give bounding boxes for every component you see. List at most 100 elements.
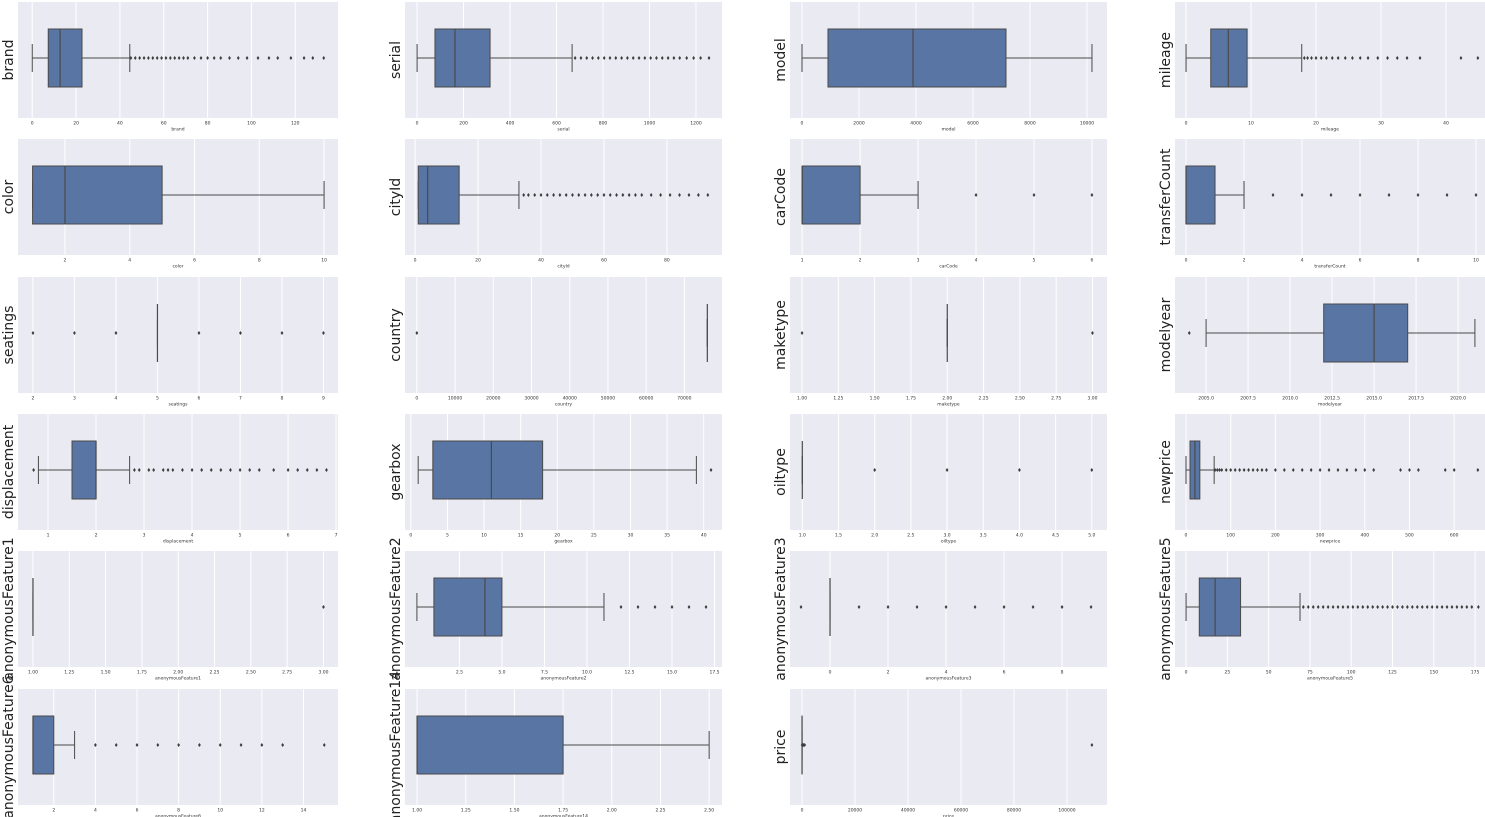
x-axis-label: color [172, 264, 183, 270]
outlier [626, 56, 629, 60]
subplot: 0 100 200 300 400 500 600 newprice newprice [1158, 414, 1485, 545]
box [71, 440, 97, 500]
x-tick-label: 40 [1443, 121, 1449, 127]
outlier [1271, 193, 1275, 197]
outlier [209, 468, 213, 472]
x-tick-label: 4 [945, 670, 948, 676]
outlier [1310, 56, 1313, 60]
outlier [1425, 605, 1429, 609]
x-axis-label: anonymousFeature14 [539, 814, 588, 817]
x-tick-label: 0 [1185, 258, 1188, 264]
outlier [260, 743, 264, 747]
outlier [692, 56, 696, 60]
outlier [322, 331, 325, 335]
outlier [1306, 56, 1309, 60]
box [32, 165, 163, 225]
outlier [1318, 468, 1322, 472]
x-tick-label: 6 [287, 533, 290, 539]
x-tick-label: 2017.5 [1408, 396, 1424, 402]
outlier [1091, 331, 1094, 335]
outlier [573, 56, 577, 60]
outlier [634, 193, 637, 197]
x-tick-label: 3.5 [980, 533, 987, 539]
outlier [649, 193, 653, 197]
plot-area [405, 277, 722, 393]
y-axis-label: cityId [388, 178, 404, 216]
x-tick-label: 4 [1301, 258, 1304, 264]
outlier [1273, 468, 1277, 472]
outlier [1302, 56, 1306, 60]
x-tick-label: 100 [1347, 670, 1356, 676]
outlier [527, 193, 530, 197]
box [32, 715, 55, 775]
outlier [687, 605, 691, 609]
outlier [1090, 193, 1094, 197]
outlier [552, 193, 555, 197]
outlier [687, 193, 691, 197]
x-tick-label: 2 [887, 670, 890, 676]
x-tick-label: 5 [446, 533, 449, 539]
x-tick-label: 6 [198, 396, 201, 402]
x-tick-label: 0 [416, 121, 419, 127]
x-tick-label: 0 [1185, 121, 1188, 127]
x-tick-label: 3 [73, 396, 76, 402]
outlier [1256, 468, 1259, 472]
x-tick-label: 2.00 [607, 808, 617, 814]
outlier [133, 468, 136, 472]
y-axis-label: anonymousFeature6 [1, 675, 17, 817]
outlier [637, 56, 641, 60]
outlier [305, 468, 309, 472]
outlier [1358, 193, 1362, 197]
x-tick-label: 10 [481, 533, 487, 539]
x-tick-label: 3.00 [318, 670, 328, 676]
subplot: 2 4 6 8 10 color color [1, 139, 338, 270]
box [1323, 303, 1409, 363]
x-tick-label: 2.0 [871, 533, 878, 539]
outlier [579, 56, 583, 60]
x-tick-label: 6 [1090, 258, 1093, 264]
x-tick-label: 1.25 [461, 808, 471, 814]
outlier [1031, 605, 1035, 609]
box [416, 715, 564, 775]
outlier [1418, 56, 1422, 60]
outlier [289, 56, 293, 60]
outlier [886, 605, 890, 609]
x-axis-label: seatings [169, 402, 189, 408]
x-tick-label: 40 [701, 533, 707, 539]
outlier [608, 193, 612, 197]
x-tick-label: 4 [115, 396, 118, 402]
outlier [1343, 56, 1347, 60]
outlier [322, 605, 325, 609]
x-tick-label: 400 [1360, 533, 1369, 539]
x-tick-label: 200 [459, 121, 468, 127]
outlier [229, 468, 232, 472]
y-axis-label: oiltype [773, 448, 789, 496]
subplot: 2005.0 2007.5 2010.0 2012.5 2015.0 2017.5 2020… [1158, 277, 1485, 408]
outlier [219, 468, 223, 472]
x-tick-label: 4 [975, 258, 978, 264]
outlier [803, 743, 807, 747]
x-tick-label: 5 [239, 533, 242, 539]
subplot: 0 25 50 75 100 125 150 175 anonymousFeature5 anon… [1158, 537, 1485, 682]
x-tick-label: 10.0 [582, 670, 592, 676]
outlier [168, 56, 172, 60]
outlier [1476, 468, 1480, 472]
y-axis-label: color [1, 180, 17, 215]
outlier [608, 56, 612, 60]
outlier [620, 56, 624, 60]
x-axis-label: gearbox [554, 539, 573, 545]
x-tick-label: 1.00 [28, 670, 38, 676]
x-tick-label: 15.0 [667, 670, 677, 676]
outlier [685, 56, 689, 60]
outlier [1345, 468, 1349, 472]
plot-area [18, 277, 338, 393]
outlier [1238, 468, 1242, 472]
x-tick-label: 2015.0 [1366, 396, 1382, 402]
x-axis-label: serial [557, 127, 569, 133]
x-tick-label: 1200 [690, 121, 702, 127]
outlier [649, 56, 653, 60]
outlier [322, 743, 326, 747]
x-axis-label: newprice [1320, 539, 1341, 545]
outlier [668, 193, 672, 197]
outlier [1260, 468, 1264, 472]
